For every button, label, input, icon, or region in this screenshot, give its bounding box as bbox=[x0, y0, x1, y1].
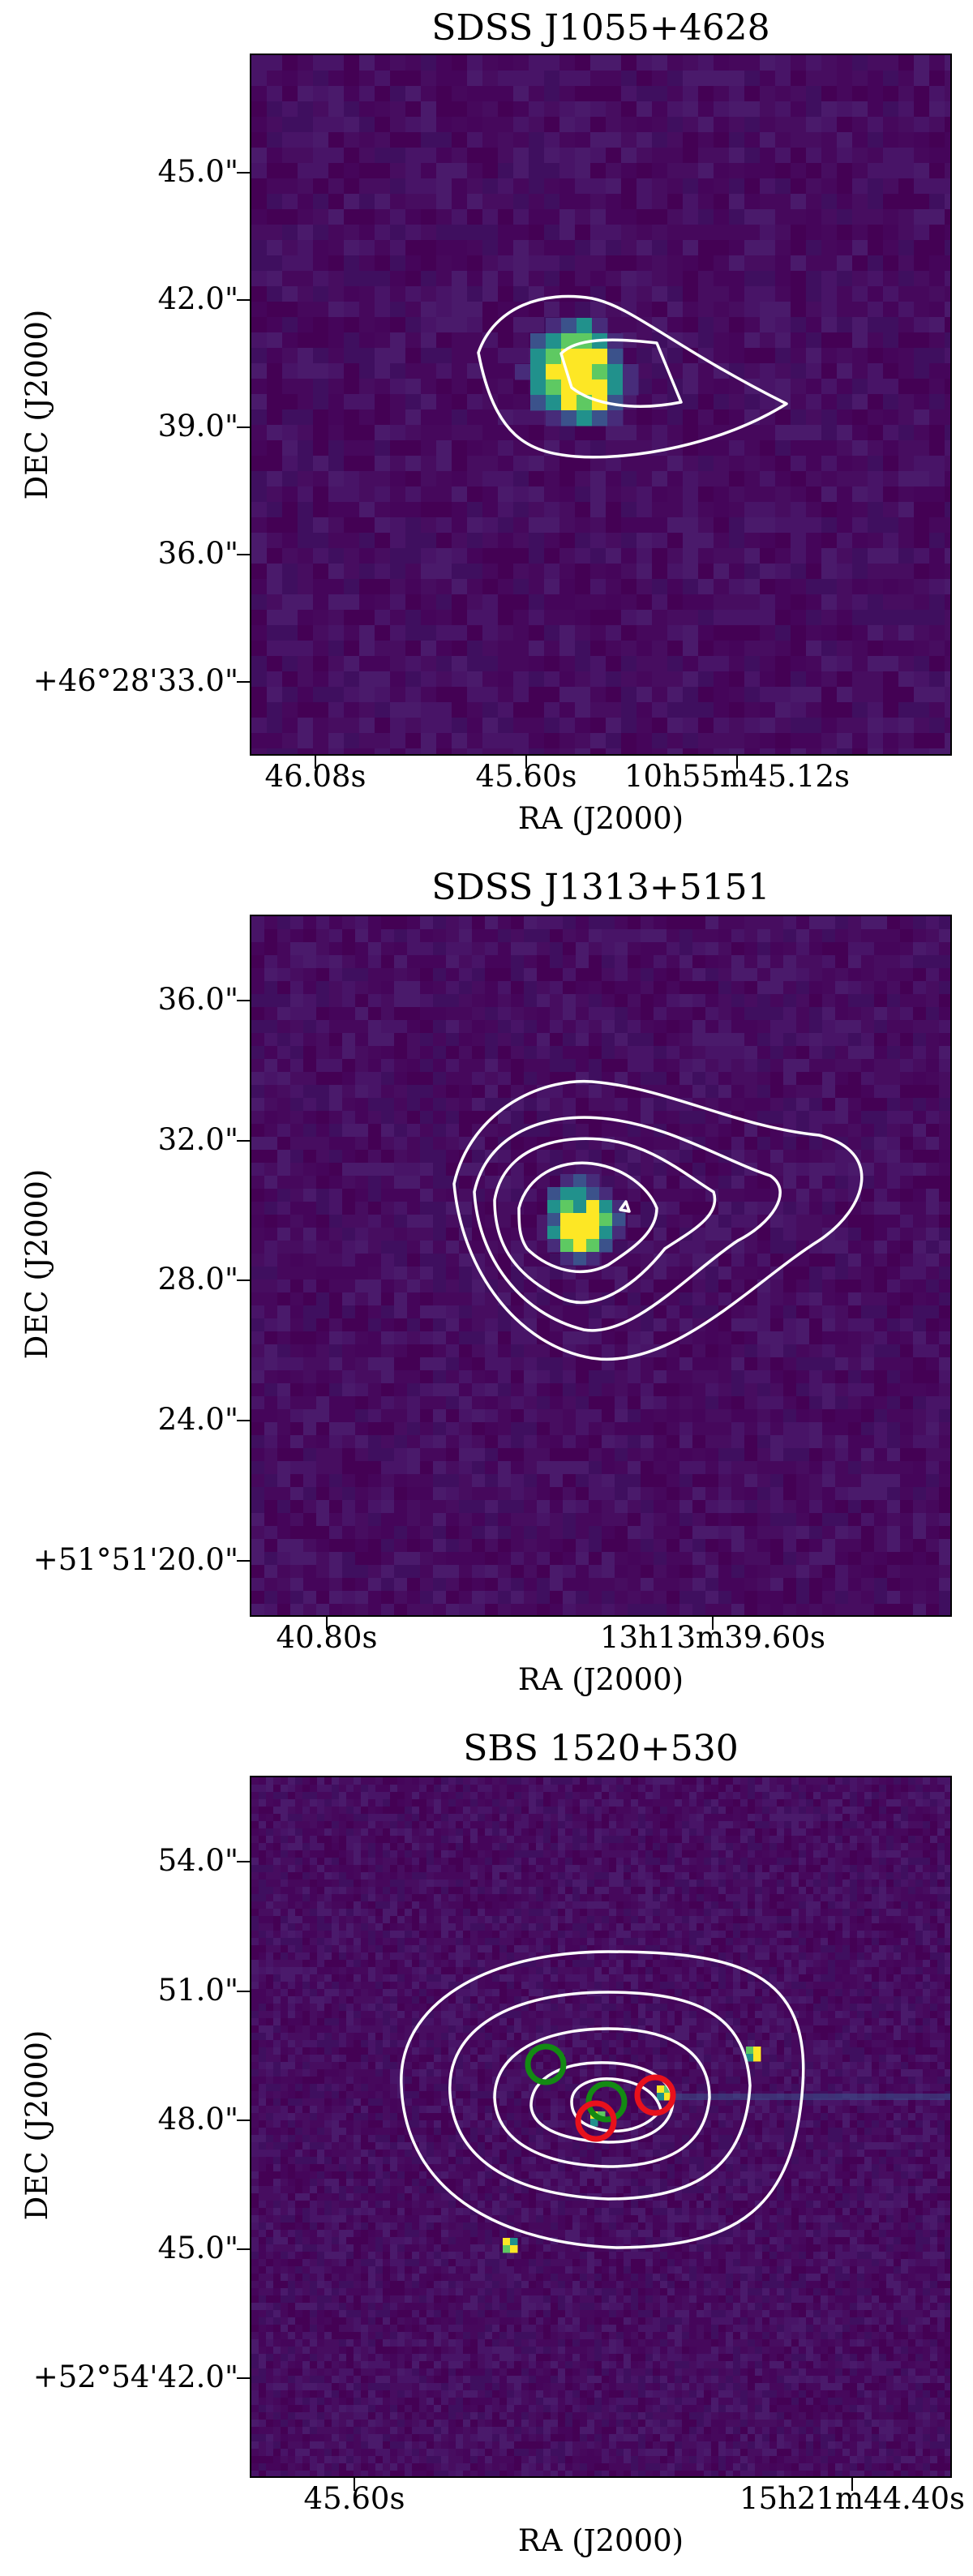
panel3-ytick-4: +52°54'42.0" bbox=[32, 2360, 238, 2394]
panel1-ytick-0: 45.0" bbox=[157, 154, 238, 189]
panel3-marker-2 bbox=[575, 2100, 617, 2142]
panel2-xtick-1: 13h13m39.60s bbox=[600, 1620, 825, 1655]
panel3-ytick-3: 45.0" bbox=[157, 2231, 238, 2265]
panel2-image bbox=[250, 915, 952, 1617]
panel2-ylabel: DEC (J2000) bbox=[19, 1168, 54, 1360]
panel3-ytick-1: 51.0" bbox=[157, 1973, 238, 2008]
panel1-xtick-2: 10h55m45.12s bbox=[624, 759, 850, 794]
panel1-background-noise bbox=[251, 55, 950, 754]
panel2-source-blob bbox=[547, 1174, 626, 1266]
panel2-contour-2 bbox=[473, 1116, 782, 1332]
panel2-contour-4 bbox=[517, 1161, 658, 1273]
panel2-ytick-4: +51°51'20.0" bbox=[32, 1542, 238, 1577]
panel1-xlabel: RA (J2000) bbox=[517, 801, 684, 836]
panel1-title: SDSS J1055+4628 bbox=[431, 7, 770, 49]
panel1-xtick-0: 46.08s bbox=[264, 759, 366, 794]
panel3-marker-0 bbox=[525, 2043, 567, 2085]
panel2-ytick-2: 28.0" bbox=[157, 1262, 238, 1297]
panel3-contour-3 bbox=[493, 2027, 711, 2168]
panel1-ylabel: DEC (J2000) bbox=[19, 309, 54, 500]
panel3-ytick-2: 48.0" bbox=[157, 2102, 238, 2137]
panel1-ytick-1: 42.0" bbox=[157, 281, 238, 316]
panel2-ytick-1: 32.0" bbox=[157, 1122, 238, 1157]
panel3-marker-3 bbox=[634, 2074, 676, 2116]
panel3-xtick-0: 45.60s bbox=[303, 2481, 405, 2516]
panel1-svg bbox=[251, 55, 950, 754]
panel1-contour-inner bbox=[559, 338, 683, 408]
panel3-background-noise bbox=[251, 1777, 950, 2476]
panel2-title: SDSS J1313+5151 bbox=[431, 867, 770, 908]
panel3-contour-2 bbox=[448, 1991, 752, 2201]
panel3-hotspot-1 bbox=[746, 2047, 761, 2062]
panel2-xlabel: RA (J2000) bbox=[517, 1662, 684, 1697]
panel3-marker-1 bbox=[585, 2081, 628, 2123]
panel2-contour-5 bbox=[619, 1200, 631, 1213]
panel3-ytick-0: 54.0" bbox=[157, 1843, 238, 1878]
panel3-contour-1 bbox=[400, 1950, 805, 2249]
panel2-background-noise bbox=[251, 916, 950, 1615]
panel2-contour-1 bbox=[452, 1079, 864, 1361]
panel1-ytick-3: 36.0" bbox=[157, 536, 238, 571]
panel3-hotspot-2 bbox=[503, 2238, 518, 2253]
panel1-xtick-1: 45.60s bbox=[475, 759, 577, 794]
panel2-svg bbox=[251, 916, 950, 1615]
panel1-ytick-4: +46°28'33.0" bbox=[32, 663, 238, 698]
panel3-xlabel: RA (J2000) bbox=[517, 2523, 684, 2558]
panel1-image bbox=[250, 54, 952, 756]
panel3-svg bbox=[251, 1777, 950, 2476]
panel3-ylabel: DEC (J2000) bbox=[19, 2030, 54, 2221]
panel1-source-blob bbox=[515, 318, 639, 426]
panel1-contour-outer bbox=[477, 294, 788, 459]
panel2-xtick-0: 40.80s bbox=[276, 1620, 378, 1655]
panel2-ytick-0: 36.0" bbox=[157, 982, 238, 1017]
panel3-hotspot-3 bbox=[657, 2085, 672, 2101]
panel2-ytick-3: 24.0" bbox=[157, 1402, 238, 1437]
panel3-xtick-1: 15h21m44.40s bbox=[739, 2481, 965, 2516]
panel2-contour-3 bbox=[493, 1137, 717, 1304]
panel3-streak bbox=[673, 2094, 950, 2100]
panel3-title: SBS 1520+530 bbox=[463, 1728, 739, 1769]
panel1-ytick-2: 39.0" bbox=[157, 409, 238, 444]
panel3-image bbox=[250, 1776, 952, 2478]
